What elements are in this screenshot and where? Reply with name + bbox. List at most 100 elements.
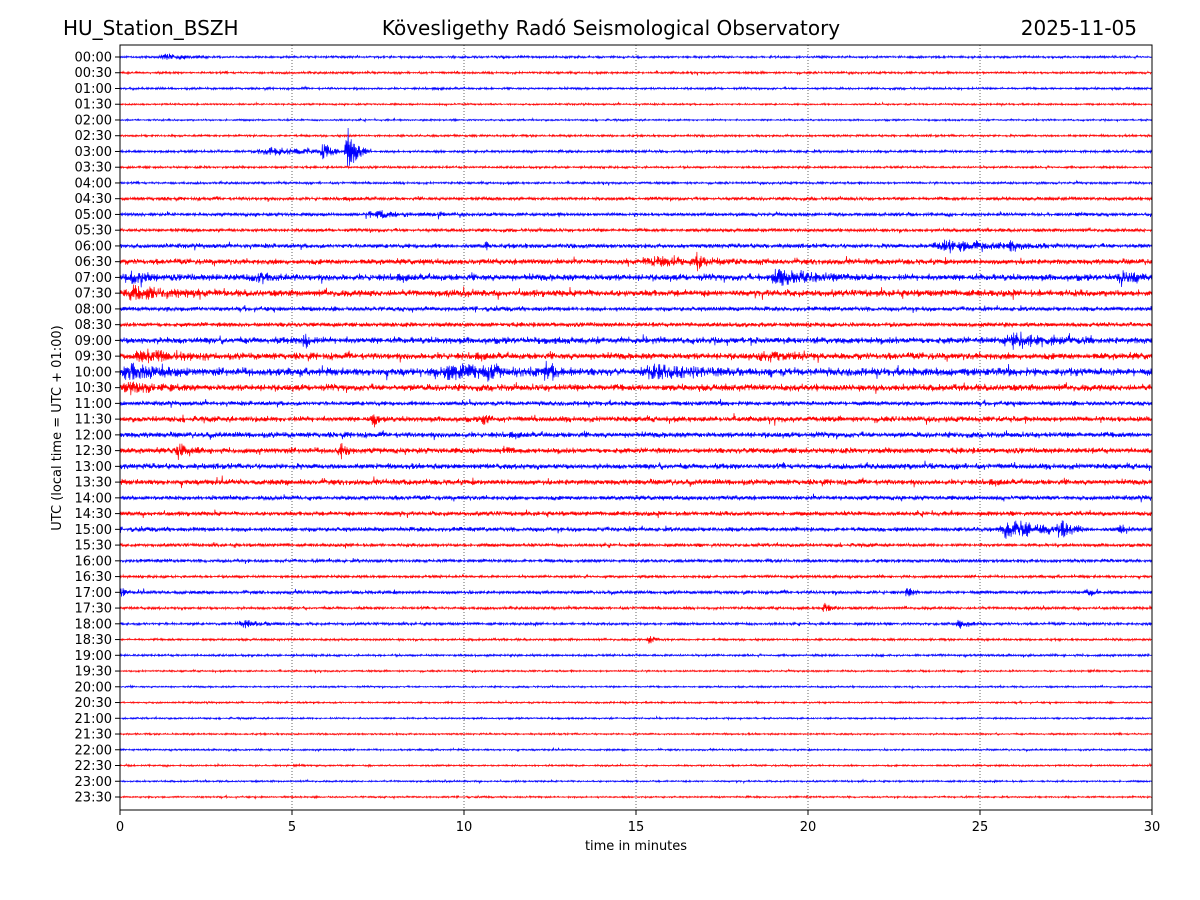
y-tick-label: 16:00 [75, 554, 112, 569]
y-tick-label: 18:30 [75, 633, 112, 648]
y-tick-label: 12:30 [75, 444, 112, 459]
y-tick-label: 08:00 [75, 302, 112, 317]
trace-1930 [119, 668, 1153, 675]
y-tick-label: 11:30 [75, 413, 112, 428]
trace-1030 [119, 381, 1153, 396]
chart-title: Kövesligethy Radó Seismological Observat… [381, 16, 841, 40]
trace-1000 [119, 360, 1153, 382]
trace-0200 [119, 117, 1153, 123]
trace-1200 [119, 430, 1153, 441]
y-tick-label: 13:30 [75, 476, 112, 491]
y-tick-label: 06:00 [75, 239, 112, 254]
trace-1900 [119, 652, 1153, 659]
y-tick-label: 10:30 [75, 381, 112, 396]
x-tick-label: 20 [800, 820, 817, 835]
y-tick-label: 07:00 [75, 271, 112, 286]
x-tick-label: 10 [456, 820, 473, 835]
y-tick-label: 12:00 [75, 428, 112, 443]
station-name: HU_Station_BSZH [63, 16, 239, 40]
y-tick-label: 09:00 [75, 334, 112, 349]
trace-1700 [119, 588, 1153, 597]
y-tick-label: 06:30 [75, 255, 112, 270]
y-tick-label: 15:00 [75, 523, 112, 538]
y-tick-label: 22:00 [75, 743, 112, 758]
trace-2100 [119, 715, 1153, 721]
y-tick-label: 01:00 [75, 82, 112, 97]
y-tick-label: 03:00 [75, 145, 112, 160]
trace-2130 [119, 731, 1153, 737]
y-tick-label: 14:30 [75, 507, 112, 522]
trace-2230 [119, 762, 1153, 769]
y-tick-label: 01:30 [75, 98, 112, 113]
trace-1630 [119, 573, 1153, 580]
trace-1600 [119, 557, 1153, 564]
y-tick-label: 09:30 [75, 350, 112, 365]
trace-0600 [119, 239, 1153, 254]
y-tick-label: 20:30 [75, 696, 112, 711]
y-tick-label: 05:30 [75, 224, 112, 239]
y-tick-label: 22:30 [75, 759, 112, 774]
trace-0930 [119, 348, 1153, 364]
trace-1130 [119, 413, 1153, 428]
y-tick-label: 00:30 [75, 66, 112, 81]
trace-0000 [119, 53, 1153, 60]
y-tick-label: 19:30 [75, 665, 112, 680]
y-tick-label: 07:30 [75, 287, 112, 302]
y-tick-label: 11:00 [75, 397, 112, 412]
trace-2030 [119, 699, 1153, 706]
x-tick-label: 5 [288, 820, 296, 835]
trace-1830 [119, 635, 1153, 644]
trace-0500 [119, 210, 1153, 220]
y-tick-label: 10:00 [75, 365, 112, 380]
trace-1330 [119, 475, 1153, 489]
trace-1400 [119, 493, 1153, 503]
trace-1800 [119, 619, 1153, 629]
y-tick-label: 08:30 [75, 318, 112, 333]
y-tick-label: 17:30 [75, 602, 112, 617]
trace-1230 [119, 442, 1153, 461]
trace-1430 [119, 509, 1153, 519]
y-tick-label: 04:00 [75, 176, 112, 191]
trace-2330 [119, 794, 1153, 800]
trace-1730 [119, 602, 1153, 612]
trace-0130 [119, 101, 1153, 108]
y-tick-label: 05:00 [75, 208, 112, 223]
y-tick-label: 20:00 [75, 680, 112, 695]
y-tick-label: 02:30 [75, 129, 112, 144]
trace-0830 [119, 321, 1153, 328]
trace-0900 [119, 331, 1153, 350]
y-tick-label: 21:30 [75, 728, 112, 743]
y-tick-label: 15:30 [75, 539, 112, 554]
y-tick-label: 16:30 [75, 570, 112, 585]
y-tick-label: 04:30 [75, 192, 112, 207]
x-tick-label: 25 [972, 820, 989, 835]
trace-0530 [119, 227, 1153, 234]
y-tick-label: 00:00 [75, 51, 112, 66]
trace-2200 [119, 746, 1153, 753]
y-tick-label: 23:30 [75, 791, 112, 806]
y-tick-label: 17:00 [75, 586, 112, 601]
trace-0330 [119, 164, 1153, 171]
trace-0700 [119, 268, 1153, 288]
trace-0430 [119, 195, 1153, 202]
trace-2300 [119, 778, 1153, 785]
trace-0630 [119, 251, 1153, 272]
trace-0230 [119, 133, 1153, 139]
y-tick-label: 14:00 [75, 491, 112, 506]
trace-0800 [119, 305, 1153, 314]
chart-date: 2025-11-05 [1020, 16, 1137, 40]
x-tick-label: 15 [628, 820, 645, 835]
trace-0100 [119, 85, 1153, 92]
trace-2000 [119, 684, 1153, 690]
trace-0030 [119, 69, 1153, 76]
y-tick-label: 21:00 [75, 712, 112, 727]
trace-1530 [119, 542, 1153, 549]
x-tick-label: 30 [1144, 820, 1161, 835]
y-tick-label: 18:00 [75, 617, 112, 632]
trace-0300 [119, 127, 1153, 167]
trace-0730 [119, 284, 1153, 301]
trace-1300 [119, 460, 1153, 472]
y-axis-label: UTC (local time = UTC + 01:00) [50, 325, 65, 530]
y-tick-label: 23:00 [75, 775, 112, 790]
